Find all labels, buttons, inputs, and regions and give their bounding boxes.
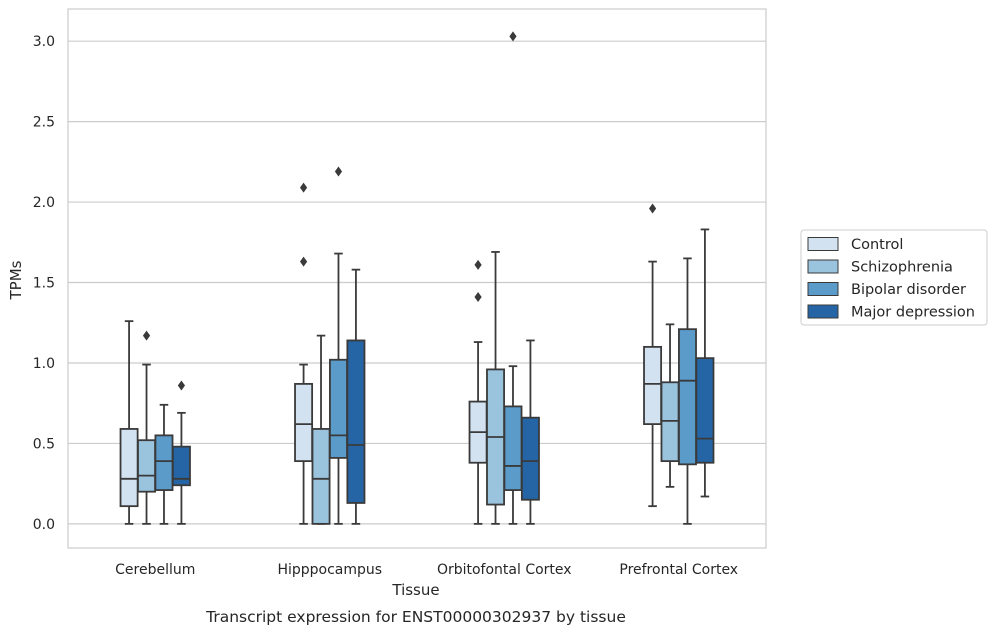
box-major-depression bbox=[171, 380, 191, 525]
outlier-point bbox=[474, 259, 482, 270]
outlier-point bbox=[648, 203, 657, 214]
x-tick-label: Cerebellum bbox=[115, 562, 195, 578]
y-tick-label: 2.5 bbox=[33, 115, 55, 131]
legend-swatch bbox=[807, 304, 839, 319]
legend-swatch bbox=[807, 237, 839, 251]
box bbox=[171, 445, 191, 487]
box-bipolar-disorder bbox=[503, 31, 523, 525]
box-control bbox=[468, 259, 488, 525]
box bbox=[154, 434, 174, 491]
box bbox=[119, 428, 139, 508]
y-tick-label: 1.5 bbox=[33, 276, 55, 292]
y-axis-label: TPMs bbox=[7, 260, 25, 300]
box bbox=[678, 328, 697, 466]
gridlines bbox=[68, 40, 766, 525]
y-tick-label: 0.5 bbox=[33, 436, 55, 452]
outlier-point bbox=[142, 330, 151, 341]
x-tick-label: Orbitofontal Cortex bbox=[437, 562, 572, 578]
outlier-point bbox=[299, 256, 308, 267]
box-schizophrenia bbox=[660, 323, 680, 488]
box bbox=[520, 416, 540, 501]
legend-label: Schizophrenia bbox=[851, 260, 953, 276]
plot-frame bbox=[67, 8, 767, 549]
legend-label: Major depression bbox=[851, 305, 975, 321]
box bbox=[329, 358, 348, 459]
box bbox=[294, 382, 314, 463]
box-schizophrenia bbox=[486, 251, 505, 525]
box-control bbox=[294, 182, 314, 525]
box-series bbox=[119, 31, 715, 525]
legend: Control Schizophrenia Bipolar disorder Majo… bbox=[800, 229, 988, 326]
y-tick-label: 2.0 bbox=[33, 195, 55, 211]
legend-label: Control bbox=[851, 237, 903, 253]
box-bipolar-disorder bbox=[678, 257, 697, 525]
box bbox=[137, 439, 156, 493]
x-tick-label: Prefrontal Cortex bbox=[619, 562, 738, 578]
box-major-depression bbox=[346, 268, 366, 525]
box bbox=[346, 339, 366, 504]
box bbox=[643, 345, 663, 426]
box-bipolar-disorder bbox=[154, 403, 174, 525]
outlier-point bbox=[299, 182, 308, 193]
y-tick-label: 1.0 bbox=[33, 356, 55, 372]
box bbox=[695, 357, 715, 464]
legend-swatch bbox=[807, 259, 839, 274]
box-major-depression bbox=[520, 339, 540, 525]
outlier-point bbox=[334, 166, 343, 177]
box bbox=[503, 405, 523, 491]
x-axis-ticks: Cerebellum Hipppocampus Orbitofontal Corte… bbox=[115, 562, 738, 578]
outlier-point bbox=[474, 292, 482, 303]
box-control bbox=[119, 320, 139, 525]
box-schizophrenia bbox=[137, 330, 156, 525]
x-tick-label: Hipppocampus bbox=[277, 562, 382, 578]
y-axis-ticks: 0.0 0.5 1.0 1.5 2.0 2.5 3.0 bbox=[33, 34, 55, 533]
figure-caption: Transcript expression for ENST0000030293… bbox=[205, 608, 626, 626]
box-bipolar-disorder bbox=[329, 166, 348, 525]
box bbox=[311, 428, 331, 525]
y-tick-label: 3.0 bbox=[33, 34, 55, 50]
y-tick-label: 0.0 bbox=[33, 517, 55, 533]
legend-label: Bipolar disorder bbox=[851, 282, 966, 298]
box-control bbox=[643, 203, 663, 508]
outlier-point bbox=[509, 31, 517, 42]
box-schizophrenia bbox=[311, 334, 331, 525]
legend-frame bbox=[800, 229, 988, 326]
legend-swatch bbox=[807, 282, 839, 296]
box-major-depression bbox=[695, 228, 715, 498]
x-axis-label: Tissue bbox=[391, 581, 439, 599]
outlier-point bbox=[177, 380, 186, 391]
